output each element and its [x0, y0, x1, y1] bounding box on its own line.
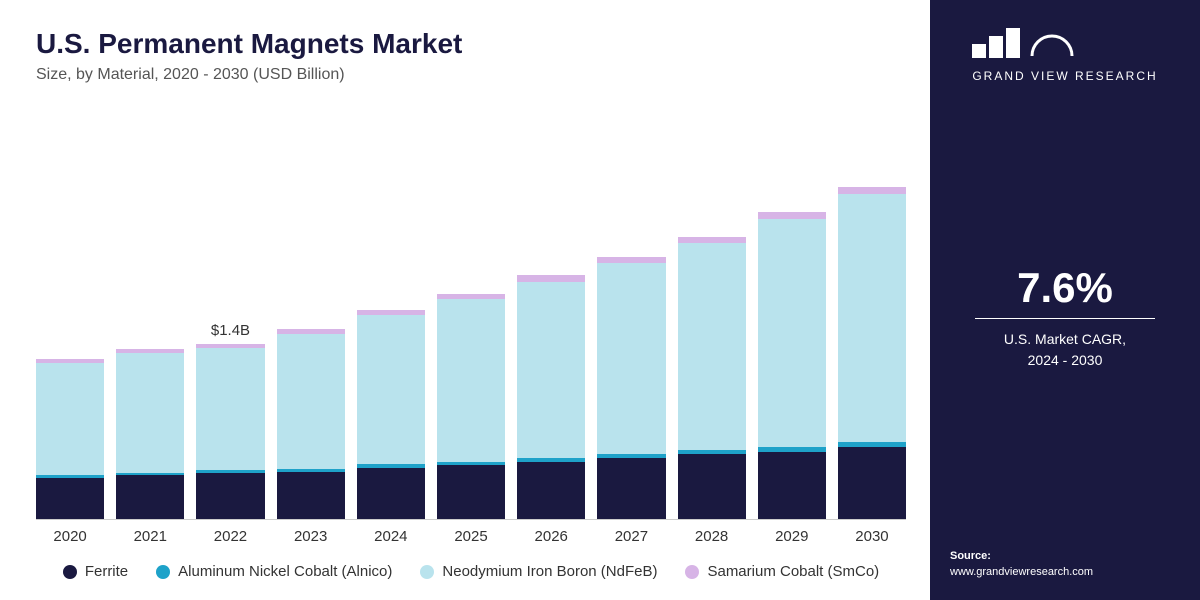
- x-axis-label: 2023: [277, 528, 345, 545]
- bar-2027: [597, 257, 665, 520]
- bar-2022: $1.4B: [196, 344, 264, 519]
- legend-swatch-icon: [156, 565, 170, 579]
- bar-segment: [758, 452, 826, 520]
- bar-segment: [597, 458, 665, 519]
- bar-segment: [838, 187, 906, 195]
- stacked-bar: [437, 294, 505, 519]
- stacked-bar: [116, 349, 184, 519]
- stacked-bar: [357, 310, 425, 519]
- legend-swatch-icon: [685, 565, 699, 579]
- bar-segment: [838, 447, 906, 520]
- bar-2028: [678, 237, 746, 520]
- bar-2024: [357, 310, 425, 519]
- bar-segment: [357, 468, 425, 519]
- x-axis-label: 2022: [196, 528, 264, 545]
- bar-2023: [277, 329, 345, 519]
- bar-segment: [277, 472, 345, 520]
- legend-item: Aluminum Nickel Cobalt (Alnico): [156, 563, 392, 580]
- bar-segment: [678, 243, 746, 451]
- bar-2030: [838, 187, 906, 520]
- bar-2026: [517, 275, 585, 519]
- bar-segment: [437, 465, 505, 519]
- stacked-bar: [277, 329, 345, 519]
- x-axis-label: 2030: [838, 528, 906, 545]
- cagr-metric: 7.6% U.S. Market CAGR, 2024 - 2030: [975, 264, 1155, 371]
- value-callout: $1.4B: [211, 322, 250, 338]
- legend-label: Aluminum Nickel Cobalt (Alnico): [178, 563, 392, 580]
- bar-2020: [36, 359, 104, 519]
- side-panel: GRAND VIEW RESEARCH 7.6% U.S. Market CAG…: [930, 0, 1200, 600]
- bar-segment: [196, 348, 264, 471]
- logo-bars-icon: [972, 28, 1020, 58]
- legend: Ferrite Aluminum Nickel Cobalt (Alnico) Ne…: [36, 563, 906, 580]
- x-axis-label: 2020: [36, 528, 104, 545]
- bar-segment: [36, 478, 104, 519]
- chart-title: U.S. Permanent Magnets Market: [36, 28, 906, 60]
- bar-2021: [116, 349, 184, 519]
- x-axis-label: 2025: [437, 528, 505, 545]
- legend-label: Neodymium Iron Boron (NdFeB): [442, 563, 657, 580]
- cagr-label-2: 2024 - 2030: [975, 350, 1155, 371]
- bars-container: $1.4B: [36, 108, 906, 520]
- x-axis-label: 2024: [357, 528, 425, 545]
- bar-segment: [678, 454, 746, 519]
- stacked-bar: [36, 359, 104, 519]
- bar-segment: [277, 334, 345, 469]
- x-axis-label: 2026: [517, 528, 585, 545]
- legend-swatch-icon: [420, 565, 434, 579]
- bar-segment: [36, 363, 104, 476]
- stacked-bar: [678, 237, 746, 520]
- x-axis-label: 2029: [758, 528, 826, 545]
- source-label: Source:: [950, 549, 1093, 564]
- x-axis-label: 2021: [116, 528, 184, 545]
- legend-label: Ferrite: [85, 563, 128, 580]
- x-axis-label: 2027: [597, 528, 665, 545]
- stacked-bar: [196, 344, 264, 519]
- cagr-value: 7.6%: [975, 264, 1155, 312]
- chart-subtitle: Size, by Material, 2020 - 2030 (USD Bill…: [36, 66, 906, 84]
- bar-segment: [758, 219, 826, 447]
- bar-2029: [758, 212, 826, 520]
- stacked-bar: [597, 257, 665, 520]
- bar-segment: [517, 462, 585, 520]
- legend-label: Samarium Cobalt (SmCo): [707, 563, 879, 580]
- bar-segment: [758, 212, 826, 220]
- bar-segment: [437, 299, 505, 462]
- x-axis-label: 2028: [678, 528, 746, 545]
- bar-segment: [116, 475, 184, 519]
- bar-segment: [517, 282, 585, 458]
- bar-segment: [116, 353, 184, 473]
- legend-item: Samarium Cobalt (SmCo): [685, 563, 879, 580]
- legend-item: Ferrite: [63, 563, 128, 580]
- logo-arc-icon: [1030, 28, 1074, 58]
- legend-item: Neodymium Iron Boron (NdFeB): [420, 563, 657, 580]
- chart-area: $1.4B 2020202120222023202420252026202720…: [36, 108, 906, 580]
- chart-panel: U.S. Permanent Magnets Market Size, by M…: [0, 0, 930, 600]
- bar-segment: [357, 315, 425, 464]
- bar-segment: [597, 263, 665, 454]
- x-axis-labels: 2020 2021 2022 2023 2024 2025 2026 2027 2028 2029…: [36, 528, 906, 545]
- divider: [975, 318, 1155, 319]
- brand-name: GRAND VIEW RESEARCH: [972, 68, 1157, 85]
- bar-segment: [838, 194, 906, 442]
- source-block: Source: www.grandviewresearch.com: [950, 549, 1093, 580]
- source-url: www.grandviewresearch.com: [950, 565, 1093, 580]
- stacked-bar: [517, 275, 585, 519]
- stacked-bar: [758, 212, 826, 520]
- legend-swatch-icon: [63, 565, 77, 579]
- bar-2025: [437, 294, 505, 519]
- cagr-label-1: U.S. Market CAGR,: [975, 329, 1155, 350]
- bar-segment: [196, 473, 264, 519]
- stacked-bar: [838, 187, 906, 520]
- brand-logo: GRAND VIEW RESEARCH: [972, 28, 1157, 85]
